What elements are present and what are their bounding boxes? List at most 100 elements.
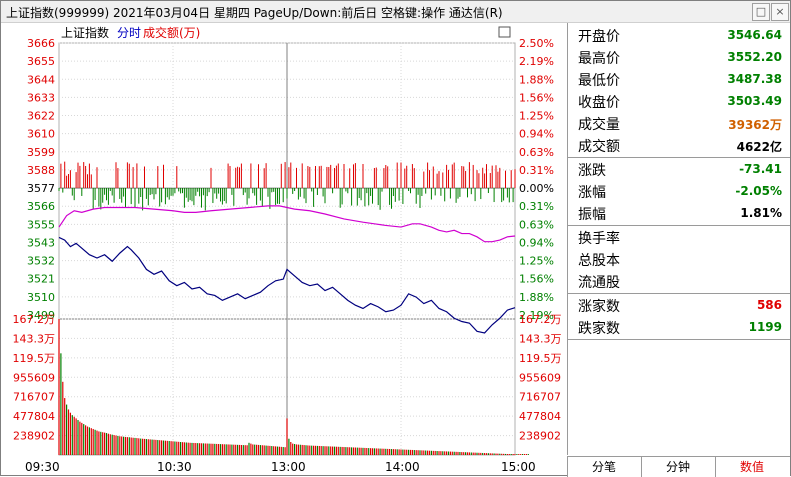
volume-tick-label-right: 716707	[519, 391, 561, 404]
bottom-tabs: 分笔 分钟 数值	[567, 456, 790, 477]
price-tick-label: 3633	[27, 91, 55, 104]
title-bar: 上证指数(999999) 2021年03月04日 星期四 PageUp/Down…	[1, 1, 790, 23]
price-tick-label: 3499	[27, 309, 55, 322]
pct-tick-label: 0.63%	[519, 146, 554, 159]
pct-tick-label: 2.19%	[519, 309, 554, 322]
stat-row: 涨幅 -2.05%	[568, 181, 790, 203]
panel-divider	[568, 225, 790, 226]
stat-value: 1.81%	[740, 206, 782, 220]
intraday-chart[interactable]: 上证指数 分时 成交额(万) 3666 2.50% 3655 2.19% 3644 1.88% 3…	[1, 23, 567, 477]
pct-tick-label: 1.56%	[519, 91, 554, 104]
stat-value: -2.05%	[735, 184, 782, 198]
volume-tick-label: 167.2万	[13, 313, 56, 326]
price-tick-label: 3532	[27, 255, 55, 268]
tab-ticks[interactable]: 分笔	[567, 457, 640, 477]
price-tick-label: 3521	[27, 273, 55, 286]
stat-row: 最高价 3552.20	[568, 47, 790, 69]
chart-header: 上证指数 分时 成交额(万)	[61, 25, 200, 40]
pct-tick-label: 2.50%	[519, 37, 554, 50]
price-tick-label: 3599	[27, 146, 55, 159]
volume-tick-label: 716707	[13, 391, 55, 404]
price-tick-label: 3666	[27, 37, 55, 50]
stat-label: 最高价	[578, 51, 620, 67]
panel-divider	[568, 293, 790, 294]
price-tick-label: 3543	[27, 236, 55, 249]
pct-tick-label: 0.31%	[519, 200, 554, 213]
volume-tick-label-right: 143.3万	[519, 332, 562, 345]
stat-value: 3487.38	[727, 72, 782, 86]
pct-tick-label: 1.25%	[519, 110, 554, 123]
volume-tick-label: 143.3万	[13, 332, 56, 345]
header-mode-label[interactable]: 分时	[117, 26, 141, 40]
price-tick-label: 3622	[27, 110, 55, 123]
stat-value: 586	[756, 298, 782, 312]
stat-row: 涨跌 -73.41	[568, 159, 790, 181]
stat-label: 收盘价	[578, 95, 620, 111]
stat-value: 3503.49	[727, 94, 782, 108]
pct-tick-label: 2.19%	[519, 55, 554, 68]
tab-minutes[interactable]: 分钟	[641, 457, 714, 477]
close-button[interactable]: ×	[771, 3, 789, 21]
pct-tick-label: 0.00%	[519, 182, 554, 195]
price-tick-label: 3655	[27, 55, 55, 68]
time-tick-label: 15:00	[501, 460, 536, 474]
quote-panel: 开盘价 3546.64 最高价 3552.20 最低价 3487.38 收盘价 3503.49…	[567, 23, 790, 455]
stat-label: 振幅	[578, 207, 606, 223]
average-price-line	[58, 205, 516, 243]
price-tick-label: 3566	[27, 200, 55, 213]
stat-label: 换手率	[578, 231, 620, 247]
stat-row: 成交额 4622亿	[568, 135, 790, 157]
stat-row: 收盘价 3503.49	[568, 91, 790, 113]
stat-value: -73.41	[739, 162, 782, 176]
stat-value: 3546.64	[727, 28, 782, 42]
price-line	[58, 236, 516, 334]
pct-tick-label: 1.25%	[519, 255, 554, 268]
stat-value: 39362万	[728, 118, 782, 132]
stat-label: 跌家数	[578, 321, 620, 337]
pct-tick-label: 1.88%	[519, 291, 554, 304]
stat-label: 成交量	[578, 117, 620, 133]
stat-label: 涨跌	[578, 163, 606, 179]
maximize-button[interactable]: □	[752, 3, 770, 21]
panel-divider	[568, 339, 790, 340]
pct-tick-label: 1.88%	[519, 73, 554, 86]
pct-tick-label: 0.94%	[519, 128, 554, 141]
price-tick-label: 3577	[27, 182, 55, 195]
stat-label: 开盘价	[578, 29, 620, 45]
window-title: 上证指数(999999) 2021年03月04日 星期四 PageUp/Down…	[6, 6, 503, 20]
stat-row: 最低价 3487.38	[568, 69, 790, 91]
stat-row: 流通股	[568, 271, 790, 293]
pct-tick-label: 1.56%	[519, 273, 554, 286]
collapse-icon[interactable]	[498, 26, 511, 38]
time-tick-label: 13:00	[271, 460, 306, 474]
time-tick-label: 10:30	[157, 460, 192, 474]
volume-tick-label-right: 119.5万	[519, 352, 562, 365]
tab-values[interactable]: 数值	[715, 457, 788, 477]
header-index-name: 上证指数	[61, 25, 109, 40]
price-tick-label: 3555	[27, 218, 55, 231]
stat-row: 涨家数 586	[568, 295, 790, 317]
stat-label: 总股本	[578, 253, 620, 269]
stat-row: 振幅 1.81%	[568, 203, 790, 225]
stat-value: 4622亿	[736, 140, 782, 154]
stat-label: 涨幅	[578, 185, 606, 201]
stat-row: 成交量 39362万	[568, 113, 790, 135]
stat-label: 成交额	[578, 139, 620, 155]
price-tick-label: 3588	[27, 164, 55, 177]
stat-row: 跌家数 1199	[568, 317, 790, 339]
pct-tick-label: 0.94%	[519, 236, 554, 249]
pct-tick-label: 0.31%	[519, 164, 554, 177]
pct-tick-label: 0.63%	[519, 218, 554, 231]
stat-value: 1199	[748, 320, 782, 334]
volume-tick-label-right: 955609	[519, 371, 561, 384]
volume-tick-label-right: 477804	[519, 410, 561, 423]
stat-label: 流通股	[578, 275, 620, 291]
stat-label: 涨家数	[578, 299, 620, 315]
header-volume-label[interactable]: 成交额(万)	[143, 25, 200, 40]
volume-tick-label: 238902	[13, 430, 55, 443]
volume-tick-label: 955609	[13, 371, 55, 384]
time-tick-label: 14:00	[385, 460, 420, 474]
stat-row: 总股本	[568, 249, 790, 271]
stat-row: 换手率	[568, 227, 790, 249]
